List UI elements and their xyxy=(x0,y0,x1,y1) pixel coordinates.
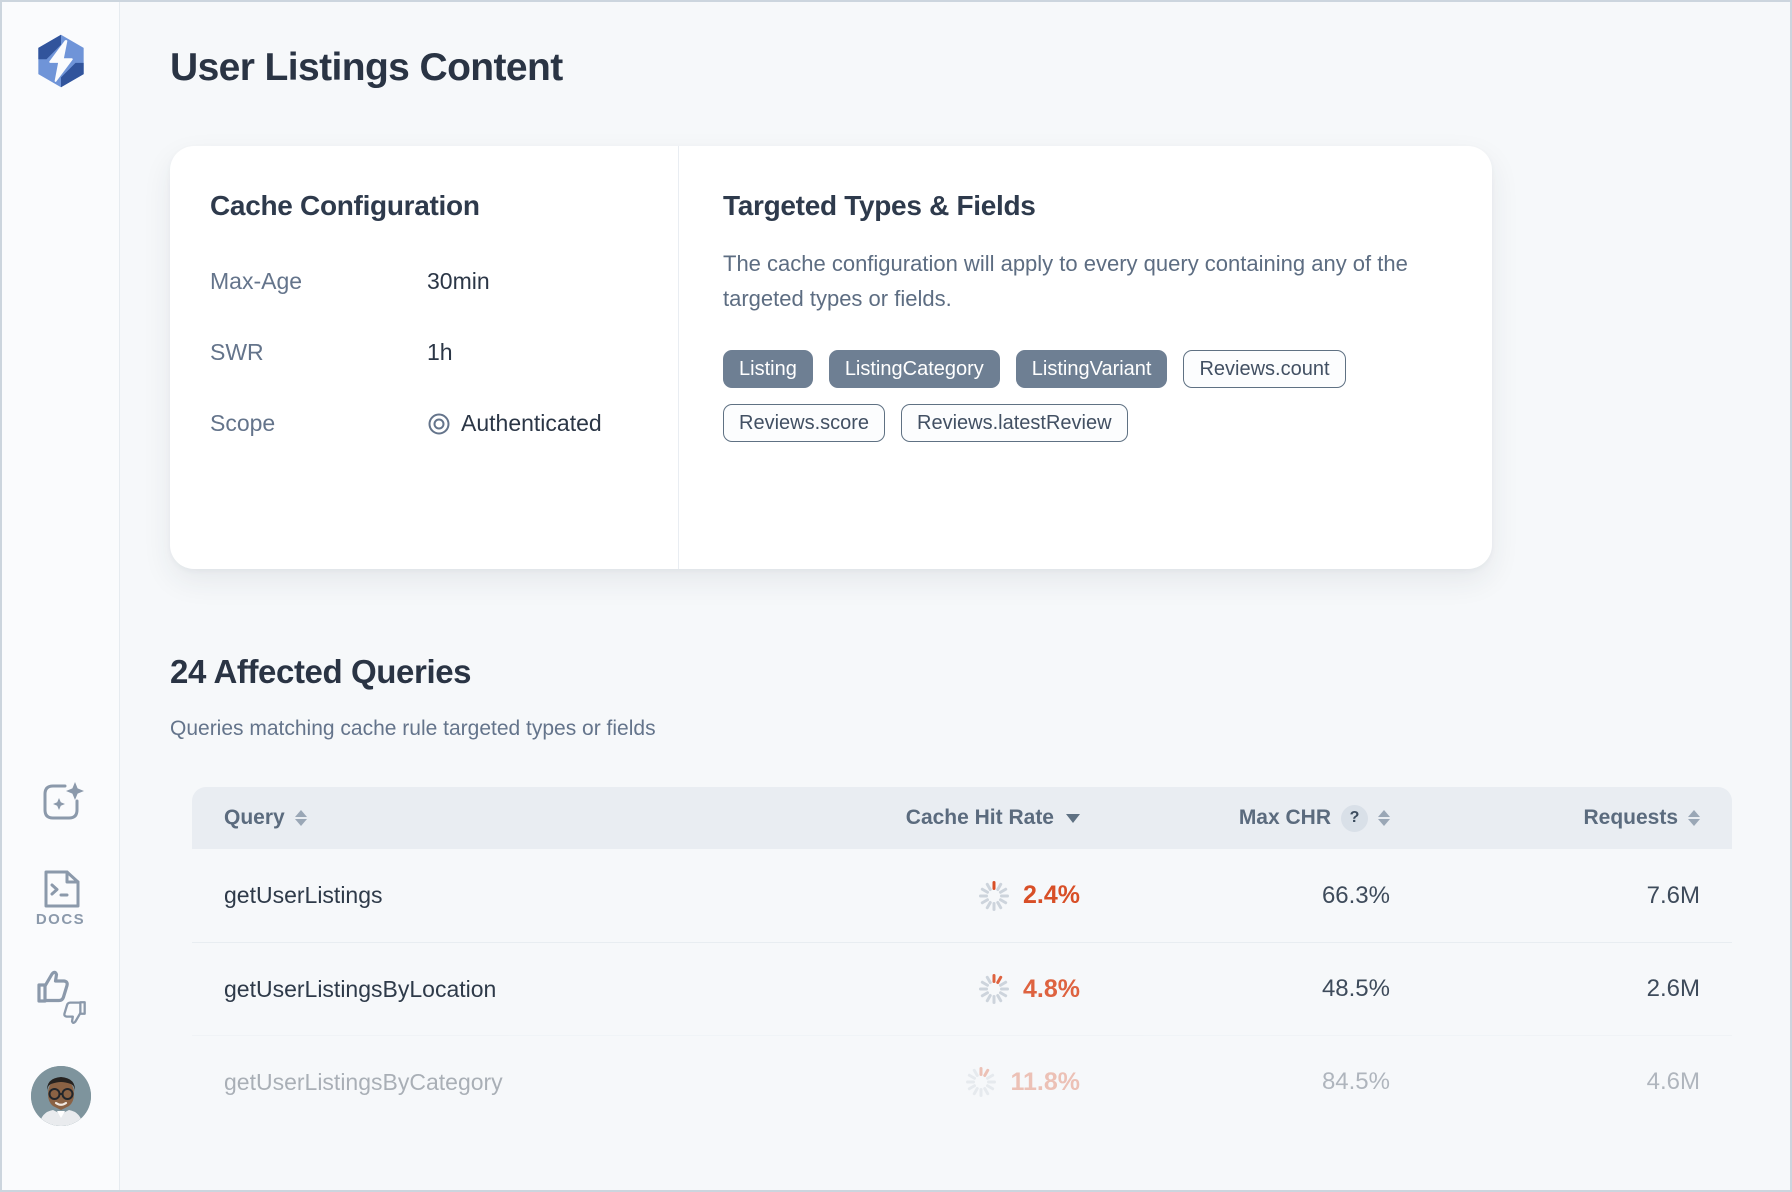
requests-value: 4.6M xyxy=(1646,1068,1700,1095)
config-label: Max-Age xyxy=(210,268,303,294)
field-badge[interactable]: Reviews.count xyxy=(1183,350,1346,388)
thumbs-up-icon xyxy=(36,970,69,1003)
cache-hit-rate-cell: 4.8% xyxy=(820,973,1080,1005)
targeted-types-title: Targeted Types & Fields xyxy=(723,190,1036,221)
max-chr-value: 84.5% xyxy=(1321,1068,1390,1095)
cache-rule-card: Cache Configuration Max-Age 30min SWR 1h… xyxy=(170,146,1492,569)
field-badge[interactable]: Reviews.score xyxy=(723,404,886,442)
config-row-scope: Scope Authenticated xyxy=(210,410,638,437)
thumbs-down-icon xyxy=(62,1001,86,1024)
sort-desc-icon[interactable] xyxy=(1066,813,1080,823)
query-name: getUserListings xyxy=(224,882,383,908)
cache-hit-rate-cell: 2.4% xyxy=(820,880,1080,912)
table-row[interactable]: getUserListingsByCategory 11.8% 84.5% 4.… xyxy=(192,1035,1732,1128)
cache-configuration-panel: Cache Configuration Max-Age 30min SWR 1h… xyxy=(170,146,679,569)
config-label: Scope xyxy=(210,410,276,436)
targeted-types-panel: Targeted Types & Fields The cache config… xyxy=(679,146,1492,569)
docs-label: DOCS xyxy=(35,911,86,928)
sidebar: DOCS xyxy=(2,2,120,1190)
table-header: Query Cache Hit Rate Max CHR ? Requests xyxy=(192,787,1732,849)
table-row[interactable]: getUserListings 2.4% 66.3% 7.6M xyxy=(192,849,1732,942)
cache-configuration-title: Cache Configuration xyxy=(210,190,480,221)
main-content: User Listings Content Cache Configuratio… xyxy=(120,2,1790,1190)
column-header-requests[interactable]: Requests xyxy=(1390,806,1700,830)
page-title: User Listings Content xyxy=(170,46,563,89)
config-row-swr: SWR 1h xyxy=(210,339,638,366)
sort-icon[interactable] xyxy=(1378,810,1390,826)
requests-value: 7.6M xyxy=(1646,881,1700,909)
cache-hit-rate-spinner-icon xyxy=(979,974,1010,1004)
cache-hit-rate-spinner-icon xyxy=(979,880,1010,911)
max-chr-value: 66.3% xyxy=(1321,881,1390,909)
cache-configuration-rows: Max-Age 30min SWR 1h Scope Authenticated xyxy=(210,268,638,437)
affected-queries-subtitle: Queries matching cache rule targeted typ… xyxy=(170,717,656,740)
type-badge[interactable]: ListingCategory xyxy=(828,350,1000,388)
field-badge[interactable]: Reviews.latestReview xyxy=(901,404,1128,442)
feedback-button[interactable] xyxy=(31,968,91,1026)
config-value: 1h xyxy=(427,339,453,365)
type-badge[interactable]: Listing xyxy=(723,350,813,388)
cache-hit-rate-cell: 11.8% xyxy=(820,1066,1080,1098)
help-icon[interactable]: ? xyxy=(1341,804,1368,832)
config-label: SWR xyxy=(210,339,264,365)
table-row[interactable]: getUserListingsByLocation 4.8% 48.5% 2.6… xyxy=(192,942,1732,1035)
scope-value: Authenticated xyxy=(461,410,602,436)
type-badge[interactable]: ListingVariant xyxy=(1015,350,1168,388)
query-name: getUserListingsByCategory xyxy=(224,1068,503,1095)
max-chr-value: 48.5% xyxy=(1321,975,1390,1002)
scope-target-icon xyxy=(428,413,450,434)
config-row-max-age: Max-Age 30min xyxy=(210,268,638,295)
docs-button[interactable]: DOCS xyxy=(31,868,91,928)
column-header-cache-hit-rate[interactable]: Cache Hit Rate xyxy=(820,806,1080,830)
affected-queries-table: Query Cache Hit Rate Max CHR ? Requests … xyxy=(192,787,1732,1128)
column-header-max-chr[interactable]: Max CHR ? xyxy=(1080,804,1390,832)
ai-assistant-button[interactable] xyxy=(31,776,91,828)
app-logo-icon[interactable] xyxy=(32,32,90,90)
sort-icon[interactable] xyxy=(1688,810,1700,826)
affected-queries-title: 24 Affected Queries xyxy=(170,653,472,690)
column-header-query[interactable]: Query xyxy=(224,806,820,830)
user-avatar[interactable] xyxy=(30,1066,91,1126)
cache-hit-rate-spinner-icon xyxy=(966,1067,997,1097)
targeted-types-description: The cache configuration will apply to ev… xyxy=(723,251,1408,311)
requests-value: 2.6M xyxy=(1646,975,1700,1002)
config-value: Authenticated xyxy=(427,410,602,437)
config-value: 30min xyxy=(427,268,490,294)
sort-icon[interactable] xyxy=(294,810,307,826)
targeted-badges: Listing ListingCategory ListingVariant R… xyxy=(723,350,1443,442)
query-name: getUserListingsByLocation xyxy=(224,975,497,1002)
sidebar-bottom: DOCS xyxy=(30,776,91,1126)
